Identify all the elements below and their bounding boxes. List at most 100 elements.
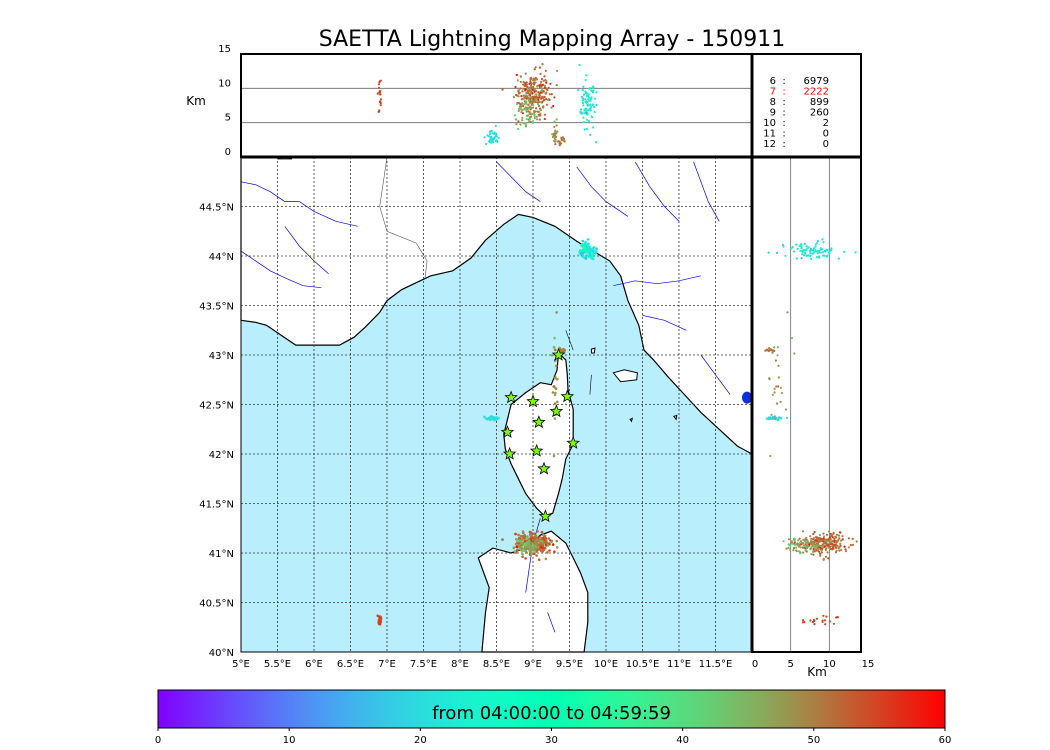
lightning-source [521, 555, 524, 559]
lightning-source-side [771, 416, 774, 419]
lightning-source-altitude [483, 136, 486, 139]
lightning-source-altitude [593, 110, 596, 114]
lightning-source-side [777, 364, 780, 367]
lightning-source [540, 530, 544, 534]
lightning-source [524, 547, 528, 550]
lightning-source-side [779, 400, 782, 403]
lma-station-star [532, 415, 546, 429]
lightning-source-side [798, 542, 801, 545]
lightning-source-side [819, 554, 822, 557]
lightning-source-altitude [528, 117, 532, 121]
lightning-source-altitude [586, 112, 589, 115]
lightning-source-altitude [584, 111, 588, 115]
lightning-source-side [812, 553, 815, 556]
lightning-source [530, 550, 533, 554]
station-count-value: 0 [823, 129, 829, 140]
lightning-source-side [820, 551, 823, 554]
lightning-source-side [847, 546, 851, 549]
lightning-source-side [819, 247, 822, 250]
lightning-source [526, 545, 529, 548]
lightning-source-altitude [545, 81, 548, 84]
lightning-source-altitude [554, 138, 557, 141]
lightning-source [554, 376, 557, 379]
lma-station-star [566, 436, 580, 449]
lightning-source-altitude [547, 86, 550, 89]
lightning-source-altitude [558, 144, 561, 147]
lightning-source [586, 238, 590, 241]
lightning-source-altitude [521, 90, 524, 93]
station-count-separator: : [782, 87, 785, 98]
lightning-source-side [818, 544, 821, 548]
lightning-source-side [809, 247, 812, 250]
lightning-source [527, 542, 530, 545]
lightning-source-altitude [379, 80, 382, 83]
lightning-source-altitude [560, 142, 563, 145]
lightning-source [527, 539, 531, 543]
lightning-source-side [782, 540, 785, 543]
lightning-source [555, 546, 559, 549]
lightning-source [521, 538, 524, 541]
lightning-source-side [835, 541, 838, 544]
lightning-source-altitude [581, 101, 584, 105]
lightning-source [580, 251, 583, 254]
lightning-source-altitude [585, 127, 589, 131]
lightning-source-altitude [379, 98, 383, 101]
lightning-source [512, 546, 516, 549]
lightning-source [584, 247, 588, 251]
lightning-source-side [779, 386, 782, 389]
lightning-source-altitude [534, 93, 537, 96]
lightning-source-side [791, 542, 794, 545]
station-count-separator: : [782, 97, 785, 108]
lightning-source-altitude [592, 86, 595, 89]
lightning-source-altitude [522, 108, 525, 111]
lightning-source-side [841, 535, 844, 538]
latitude-tick-label: 41.5°N [199, 500, 234, 511]
latitude-tick-label: 43°N [209, 351, 234, 362]
lma-station-star [526, 394, 540, 408]
lightning-source-side [825, 542, 828, 545]
lightning-source-side [823, 545, 826, 548]
lightning-source [519, 546, 522, 550]
lightning-source-altitude [528, 82, 531, 85]
lightning-source-side [816, 538, 819, 541]
lightning-source-altitude [376, 92, 379, 95]
lightning-source-side [798, 537, 801, 540]
lightning-source [544, 539, 548, 542]
lightning-source-side [800, 246, 803, 250]
lightning-source-altitude [530, 107, 533, 110]
lightning-source-altitude [549, 82, 552, 85]
lightning-source-altitude [494, 124, 497, 127]
lightning-source-side [796, 542, 799, 545]
lightning-source [591, 257, 595, 261]
colorbar-tick-label: 60 [939, 735, 952, 746]
lightning-source [535, 538, 539, 541]
lightning-source-side [832, 622, 836, 625]
lightning-source-altitude [537, 104, 541, 108]
lightning-source-side [775, 251, 779, 254]
lightning-source-side [803, 539, 807, 543]
lightning-source [516, 539, 520, 543]
lightning-source-altitude [533, 90, 536, 93]
lightning-source-altitude [580, 95, 583, 98]
lightning-source-side [799, 540, 802, 543]
lightning-source-altitude [531, 120, 535, 123]
lightning-source-side [828, 620, 832, 623]
lightning-source-side [818, 550, 821, 553]
lightning-source [555, 364, 558, 368]
lightning-source [378, 619, 382, 622]
lightning-source-altitude [539, 72, 542, 75]
lightning-source-altitude [595, 103, 598, 107]
lightning-source-altitude [533, 117, 537, 120]
lightning-source-altitude [525, 83, 528, 86]
lightning-source-side [827, 251, 830, 254]
lightning-source-side [798, 550, 801, 553]
lightning-source-altitude [534, 66, 537, 69]
lightning-source-altitude [533, 111, 536, 114]
lightning-source [558, 346, 561, 350]
lightning-source-altitude [379, 104, 382, 107]
lightning-source-altitude [542, 105, 545, 108]
lightning-source-altitude [545, 103, 549, 106]
lightning-source-altitude [533, 83, 536, 86]
lightning-source-side [828, 537, 831, 541]
